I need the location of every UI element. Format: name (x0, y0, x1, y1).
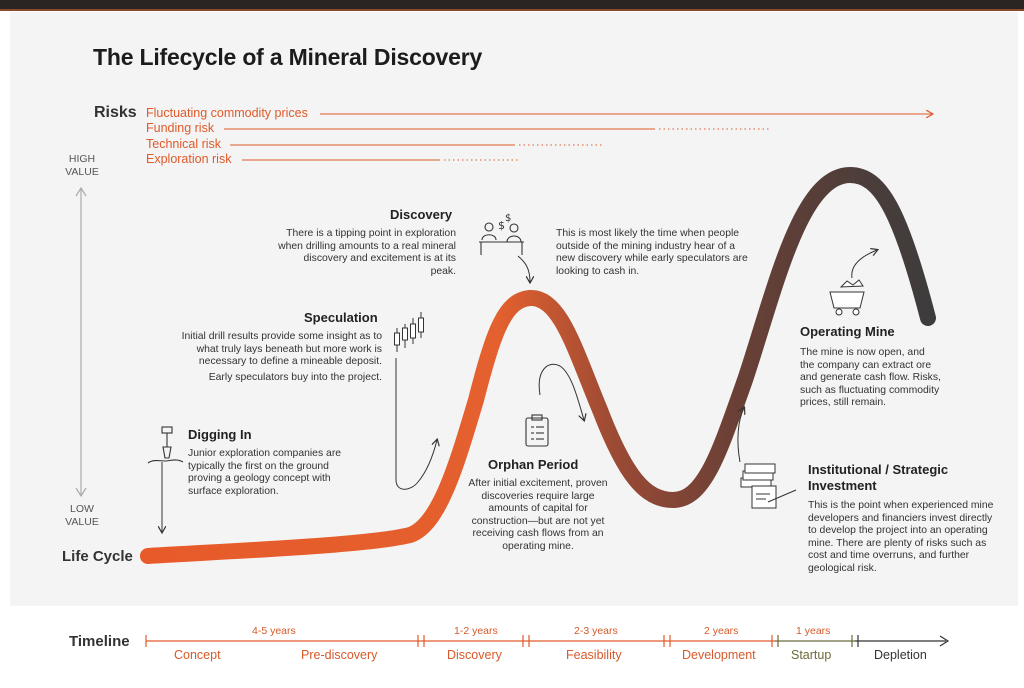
phase-startup: Startup (791, 648, 832, 662)
phase-concept: Concept (174, 648, 221, 662)
phase-pre-discovery: Pre-discovery (301, 648, 378, 662)
speculation-text-2: Early speculators buy into the project. (208, 372, 382, 383)
phase-development: Development (682, 648, 756, 662)
phase-depletion: Depletion (874, 648, 927, 662)
cash-contract-icon (740, 463, 797, 509)
phase-feasibility: Feasibility (566, 648, 622, 662)
duration-discovery: 1-2 years (454, 625, 498, 637)
duration-development: 2 years (704, 625, 739, 637)
risks-label: Risks (94, 104, 137, 121)
digging-in-title: Digging In (188, 427, 252, 442)
orphan-arrow (538, 363, 584, 420)
top-border-accent (0, 9, 1024, 11)
drill-icon (147, 426, 184, 464)
operating-arrow (851, 250, 877, 279)
speculation-title: Speculation (304, 310, 378, 325)
risk-exploration: Exploration risk (146, 152, 232, 166)
discovery-title: Discovery (390, 207, 453, 222)
orphan-period-text: After initial excitement, proven discove… (468, 478, 608, 552)
institutional-text: This is the point when experienced mine … (808, 500, 994, 574)
high-value-label: HIGH VALUE (65, 153, 99, 178)
institutional-arrow (737, 408, 744, 463)
svg-text:$: $ (505, 213, 511, 224)
risk-commodity-prices: Fluctuating commodity prices (146, 106, 308, 120)
mine-cart-icon (829, 279, 865, 316)
discovery-text: There is a tipping point in exploration … (278, 228, 456, 277)
people-money-icon: $ $ (479, 213, 524, 255)
lifecycle-curve (140, 166, 936, 564)
lifecycle-label: Life Cycle (62, 548, 133, 565)
low-value-label: LOW VALUE (65, 503, 99, 528)
value-axis-top-arrowhead (75, 186, 87, 197)
top-border (0, 0, 1024, 9)
operating-mine-title: Operating Mine (800, 324, 895, 339)
discovery-arrow (517, 255, 530, 282)
speculation-text: Initial drill results provide some insig… (181, 331, 382, 368)
duration-feasibility: 2-3 years (574, 625, 618, 637)
timeline-label: Timeline (69, 633, 130, 650)
digging-in-text: Junior exploration companies are typical… (188, 448, 342, 497)
clipboard-icon (525, 414, 549, 447)
speculation-arrow (395, 358, 437, 490)
risk-funding: Funding risk (146, 121, 215, 135)
risk-technical: Technical risk (146, 137, 222, 151)
timeline-ticks (145, 635, 859, 647)
institutional-title: Institutional / Strategic Investment (808, 462, 949, 493)
value-axis-bottom-arrowhead (75, 487, 87, 498)
operating-mine-text: The mine is now open, and the company ca… (800, 347, 941, 409)
phase-discovery: Discovery (447, 648, 502, 662)
orphan-period-title: Orphan Period (488, 457, 579, 472)
svg-text:$: $ (498, 219, 505, 232)
duration-concept-prediscovery: 4-5 years (252, 625, 296, 637)
candlestick-chart-icon (394, 312, 424, 352)
timeline-arrowhead (939, 635, 950, 647)
discovery-aside-text: This is most likely the time when people… (556, 228, 748, 277)
duration-startup: 1 years (796, 625, 831, 637)
page-title: The Lifecycle of a Mineral Discovery (93, 44, 483, 70)
